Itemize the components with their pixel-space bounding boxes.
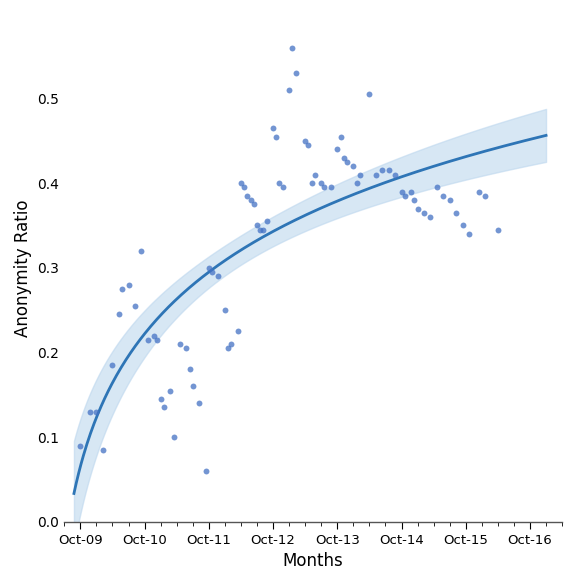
- Point: [426, 213, 435, 222]
- Y-axis label: Anonymity Ratio: Anonymity Ratio: [14, 199, 32, 336]
- Point: [336, 132, 345, 141]
- Point: [307, 179, 316, 188]
- Point: [256, 225, 265, 234]
- Point: [285, 85, 294, 95]
- Point: [320, 183, 329, 192]
- Point: [156, 394, 165, 404]
- Point: [236, 179, 245, 188]
- Point: [201, 466, 210, 475]
- Point: [76, 441, 85, 450]
- Point: [207, 267, 217, 277]
- Point: [242, 191, 252, 200]
- Point: [352, 179, 361, 188]
- Point: [458, 221, 467, 230]
- Point: [445, 196, 454, 205]
- Point: [432, 183, 441, 192]
- Point: [249, 200, 259, 209]
- Point: [214, 272, 223, 281]
- Point: [204, 263, 214, 273]
- Point: [474, 187, 483, 196]
- Point: [400, 191, 410, 200]
- Point: [493, 225, 502, 234]
- Point: [480, 191, 490, 200]
- Point: [150, 331, 159, 340]
- Point: [92, 407, 101, 416]
- Point: [301, 136, 310, 145]
- Point: [439, 191, 448, 200]
- Point: [108, 360, 117, 370]
- Point: [355, 170, 365, 179]
- Point: [339, 153, 348, 162]
- Point: [275, 179, 284, 188]
- Point: [342, 157, 351, 166]
- Point: [252, 221, 262, 230]
- Point: [143, 335, 153, 345]
- X-axis label: Months: Months: [283, 552, 343, 570]
- Point: [118, 284, 127, 294]
- Point: [464, 230, 473, 239]
- Point: [407, 187, 416, 196]
- Point: [246, 196, 255, 205]
- Point: [272, 132, 281, 141]
- Point: [365, 89, 374, 99]
- Point: [397, 187, 406, 196]
- Point: [262, 217, 271, 226]
- Point: [137, 246, 146, 256]
- Point: [227, 339, 236, 349]
- Point: [291, 68, 300, 78]
- Point: [233, 326, 242, 336]
- Point: [175, 339, 184, 349]
- Point: [371, 170, 380, 179]
- Point: [452, 208, 461, 217]
- Point: [378, 166, 387, 175]
- Point: [419, 208, 429, 217]
- Point: [288, 43, 297, 53]
- Point: [223, 343, 233, 353]
- Point: [391, 170, 400, 179]
- Point: [326, 183, 335, 192]
- Point: [114, 310, 123, 319]
- Point: [310, 170, 320, 179]
- Point: [185, 365, 194, 374]
- Point: [85, 407, 94, 416]
- Point: [259, 225, 268, 234]
- Point: [153, 335, 162, 345]
- Point: [124, 280, 133, 290]
- Point: [195, 398, 204, 408]
- Point: [220, 305, 229, 315]
- Point: [169, 432, 178, 442]
- Point: [410, 196, 419, 205]
- Point: [348, 162, 358, 171]
- Point: [130, 301, 139, 311]
- Point: [384, 166, 393, 175]
- Point: [98, 445, 108, 454]
- Point: [304, 140, 313, 150]
- Point: [413, 204, 422, 213]
- Point: [188, 382, 198, 391]
- Point: [182, 343, 191, 353]
- Point: [166, 386, 175, 395]
- Point: [159, 403, 168, 412]
- Point: [268, 123, 278, 133]
- Point: [333, 145, 342, 154]
- Point: [278, 183, 287, 192]
- Point: [240, 183, 249, 192]
- Point: [317, 179, 326, 188]
